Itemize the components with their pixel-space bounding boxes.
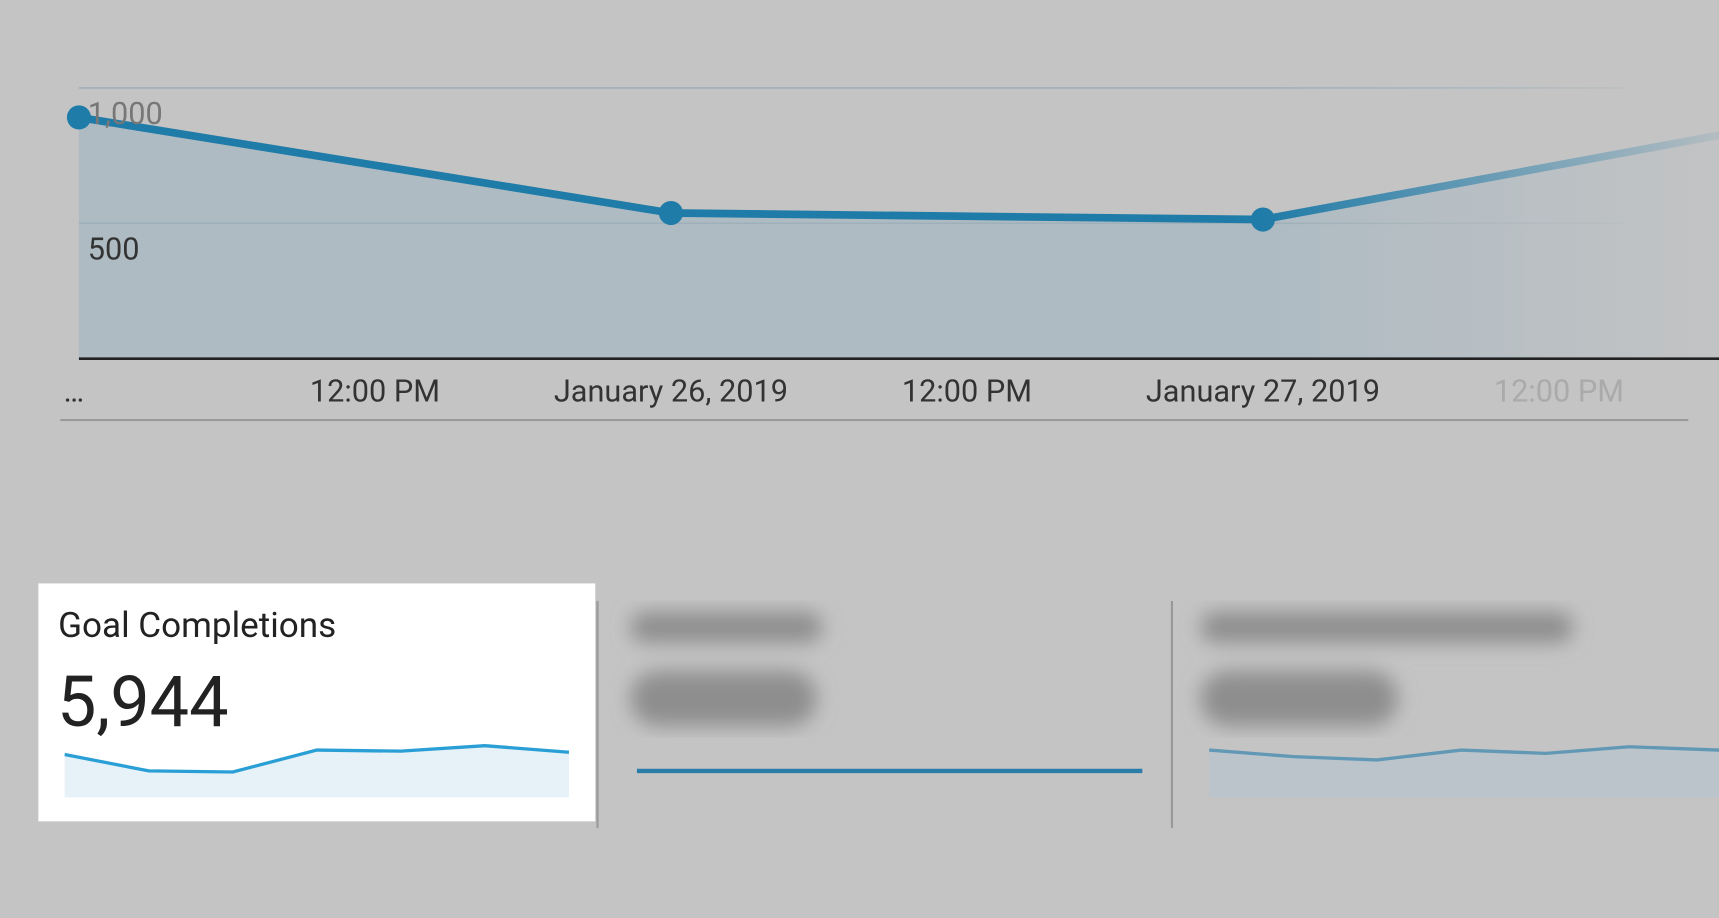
main-chart: 500 1,000 … January 26, 2019 January 27, 201… (64, 76, 1719, 409)
sparkline (64, 744, 570, 798)
blurred-card (630, 611, 1574, 726)
x-tick-label: January 26, 2019 (554, 374, 788, 409)
y-tick-label: 1,000 (88, 97, 163, 132)
point (66, 105, 91, 130)
x-tick-label: 12:00 PM (1494, 374, 1624, 409)
y-tick-label: 500 (88, 232, 140, 267)
point (658, 200, 683, 226)
card-value: 5,944 (57, 662, 229, 744)
card-title: Goal Completions (58, 604, 336, 646)
x-tick-label: 12:00 PM (902, 374, 1032, 409)
faded-sparkline (1209, 745, 1719, 762)
sparkline-area (64, 745, 569, 798)
sparkline-line (64, 744, 570, 774)
x-tick-label: 12:00 PM (310, 374, 440, 409)
x-tick-label: … (64, 374, 85, 409)
x-tick-label: January 27, 2019 (1146, 374, 1380, 409)
fade-overlay (1260, 76, 1719, 365)
